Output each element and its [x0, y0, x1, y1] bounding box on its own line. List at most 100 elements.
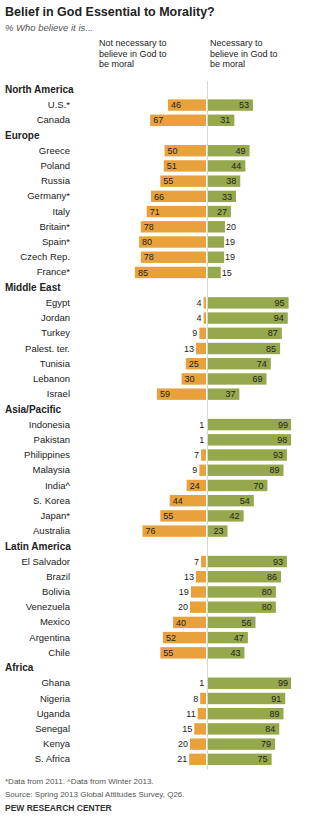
category-label: Brazil	[46, 571, 70, 582]
data-label: 46	[171, 100, 181, 110]
bar	[143, 525, 206, 536]
category-label: Kenya	[43, 738, 71, 749]
category-label: Ghana	[41, 677, 70, 688]
y-axis: North AmericaU.S.*CanadaEuropeGreecePola…	[5, 81, 208, 770]
bar	[157, 388, 206, 399]
bar	[190, 738, 206, 749]
bar	[201, 556, 206, 567]
data-label: 99	[278, 420, 288, 430]
data-label: 20	[178, 602, 188, 612]
data-label: 44	[173, 496, 183, 506]
tick: Philippines	[24, 449, 70, 460]
data-label: 4	[197, 313, 202, 323]
chart-svg: Belief in God Essential to Morality?% Wh…	[0, 0, 309, 817]
data-label: 4	[197, 298, 202, 308]
category-label: Uganda	[37, 708, 71, 719]
data-label: 70	[253, 481, 263, 491]
category-label: Tunisia	[40, 358, 71, 369]
bar	[208, 221, 225, 232]
category-label: El Salvador	[21, 556, 70, 567]
category-label: Greece	[39, 145, 70, 156]
category-label: Israel	[47, 388, 70, 399]
tick: Czech Rep.	[20, 251, 70, 262]
data-label: 75	[258, 754, 268, 764]
data-label: 23	[213, 526, 223, 536]
bar	[208, 708, 284, 719]
bar	[160, 647, 206, 658]
data-label: 55	[163, 648, 173, 658]
tick: El Salvador	[21, 556, 70, 567]
bar	[208, 617, 256, 628]
tick: Chile	[48, 647, 70, 658]
bar	[208, 328, 282, 339]
tick: Egypt	[46, 297, 71, 308]
bar	[189, 754, 206, 765]
data-label: 38	[226, 176, 236, 186]
tick: Lebanon	[33, 373, 70, 384]
tick: Poland	[40, 160, 70, 171]
tick: Germany*	[27, 190, 70, 201]
tick: France*	[37, 266, 71, 277]
category-label: France*	[37, 266, 71, 277]
tick: Canada	[37, 114, 71, 125]
data-label: 89	[269, 709, 279, 719]
data-label: 24	[190, 481, 200, 491]
category-label: Poland	[40, 160, 70, 171]
legend-entry: Not necessary to believe in God to be mo…	[99, 38, 169, 69]
group-label: Africa	[5, 662, 34, 673]
tick: Greece	[39, 145, 70, 156]
category-label: Argentina	[29, 632, 70, 643]
data-labels: 4667505155667178807885449132530591179244…	[138, 100, 288, 764]
data-label: 78	[144, 222, 154, 232]
tick: India^	[45, 480, 71, 491]
data-label: 80	[262, 587, 272, 597]
data-label: 59	[160, 389, 170, 399]
data-label: 20	[178, 739, 188, 749]
data-label: 84	[265, 724, 275, 734]
data-label: 80	[262, 602, 272, 612]
bar	[160, 510, 206, 521]
bar	[208, 388, 239, 399]
tick: Latin America	[5, 541, 71, 552]
bar	[208, 465, 284, 476]
bar	[208, 586, 276, 597]
bar	[208, 678, 291, 689]
data-label: 31	[220, 115, 230, 125]
category-label: Malaysia	[33, 464, 71, 475]
bar	[147, 206, 206, 217]
bar	[208, 358, 271, 369]
tick: Tunisia	[40, 358, 71, 369]
bar	[187, 480, 206, 491]
annotation: *Data from 2011. ^Data from Winter 2013.	[5, 777, 154, 786]
bar	[173, 617, 206, 628]
legend-line: believe in God to	[210, 49, 280, 59]
bar	[164, 160, 206, 171]
data-label: 99	[278, 678, 288, 688]
data-label: 9	[192, 328, 197, 338]
bar	[208, 160, 245, 171]
data-label: 93	[273, 557, 283, 567]
bar	[208, 297, 289, 308]
data-label: 19	[225, 237, 235, 247]
series-bars	[208, 99, 291, 765]
category-label: Japan*	[40, 510, 70, 521]
tick: Africa	[5, 662, 34, 673]
data-label: 89	[269, 465, 279, 475]
data-label: 54	[240, 496, 250, 506]
data-label: 56	[241, 618, 251, 628]
data-label: 66	[154, 192, 164, 202]
bar	[201, 449, 206, 460]
tick: Pakistan	[34, 434, 70, 445]
legend-line: believe in God to	[99, 49, 169, 59]
bar	[198, 708, 206, 719]
data-label: 49	[236, 146, 246, 156]
category-label: Mexico	[40, 616, 70, 627]
tick: Italy	[53, 206, 71, 217]
data-label: 87	[268, 328, 278, 338]
category-label: Jordan	[41, 312, 70, 323]
title: Belief in God Essential to Morality?	[5, 5, 215, 19]
tick: Bolivia	[42, 586, 71, 597]
group-label: Europe	[5, 130, 40, 141]
data-label: 51	[167, 161, 177, 171]
category-label: Russia	[41, 175, 71, 186]
